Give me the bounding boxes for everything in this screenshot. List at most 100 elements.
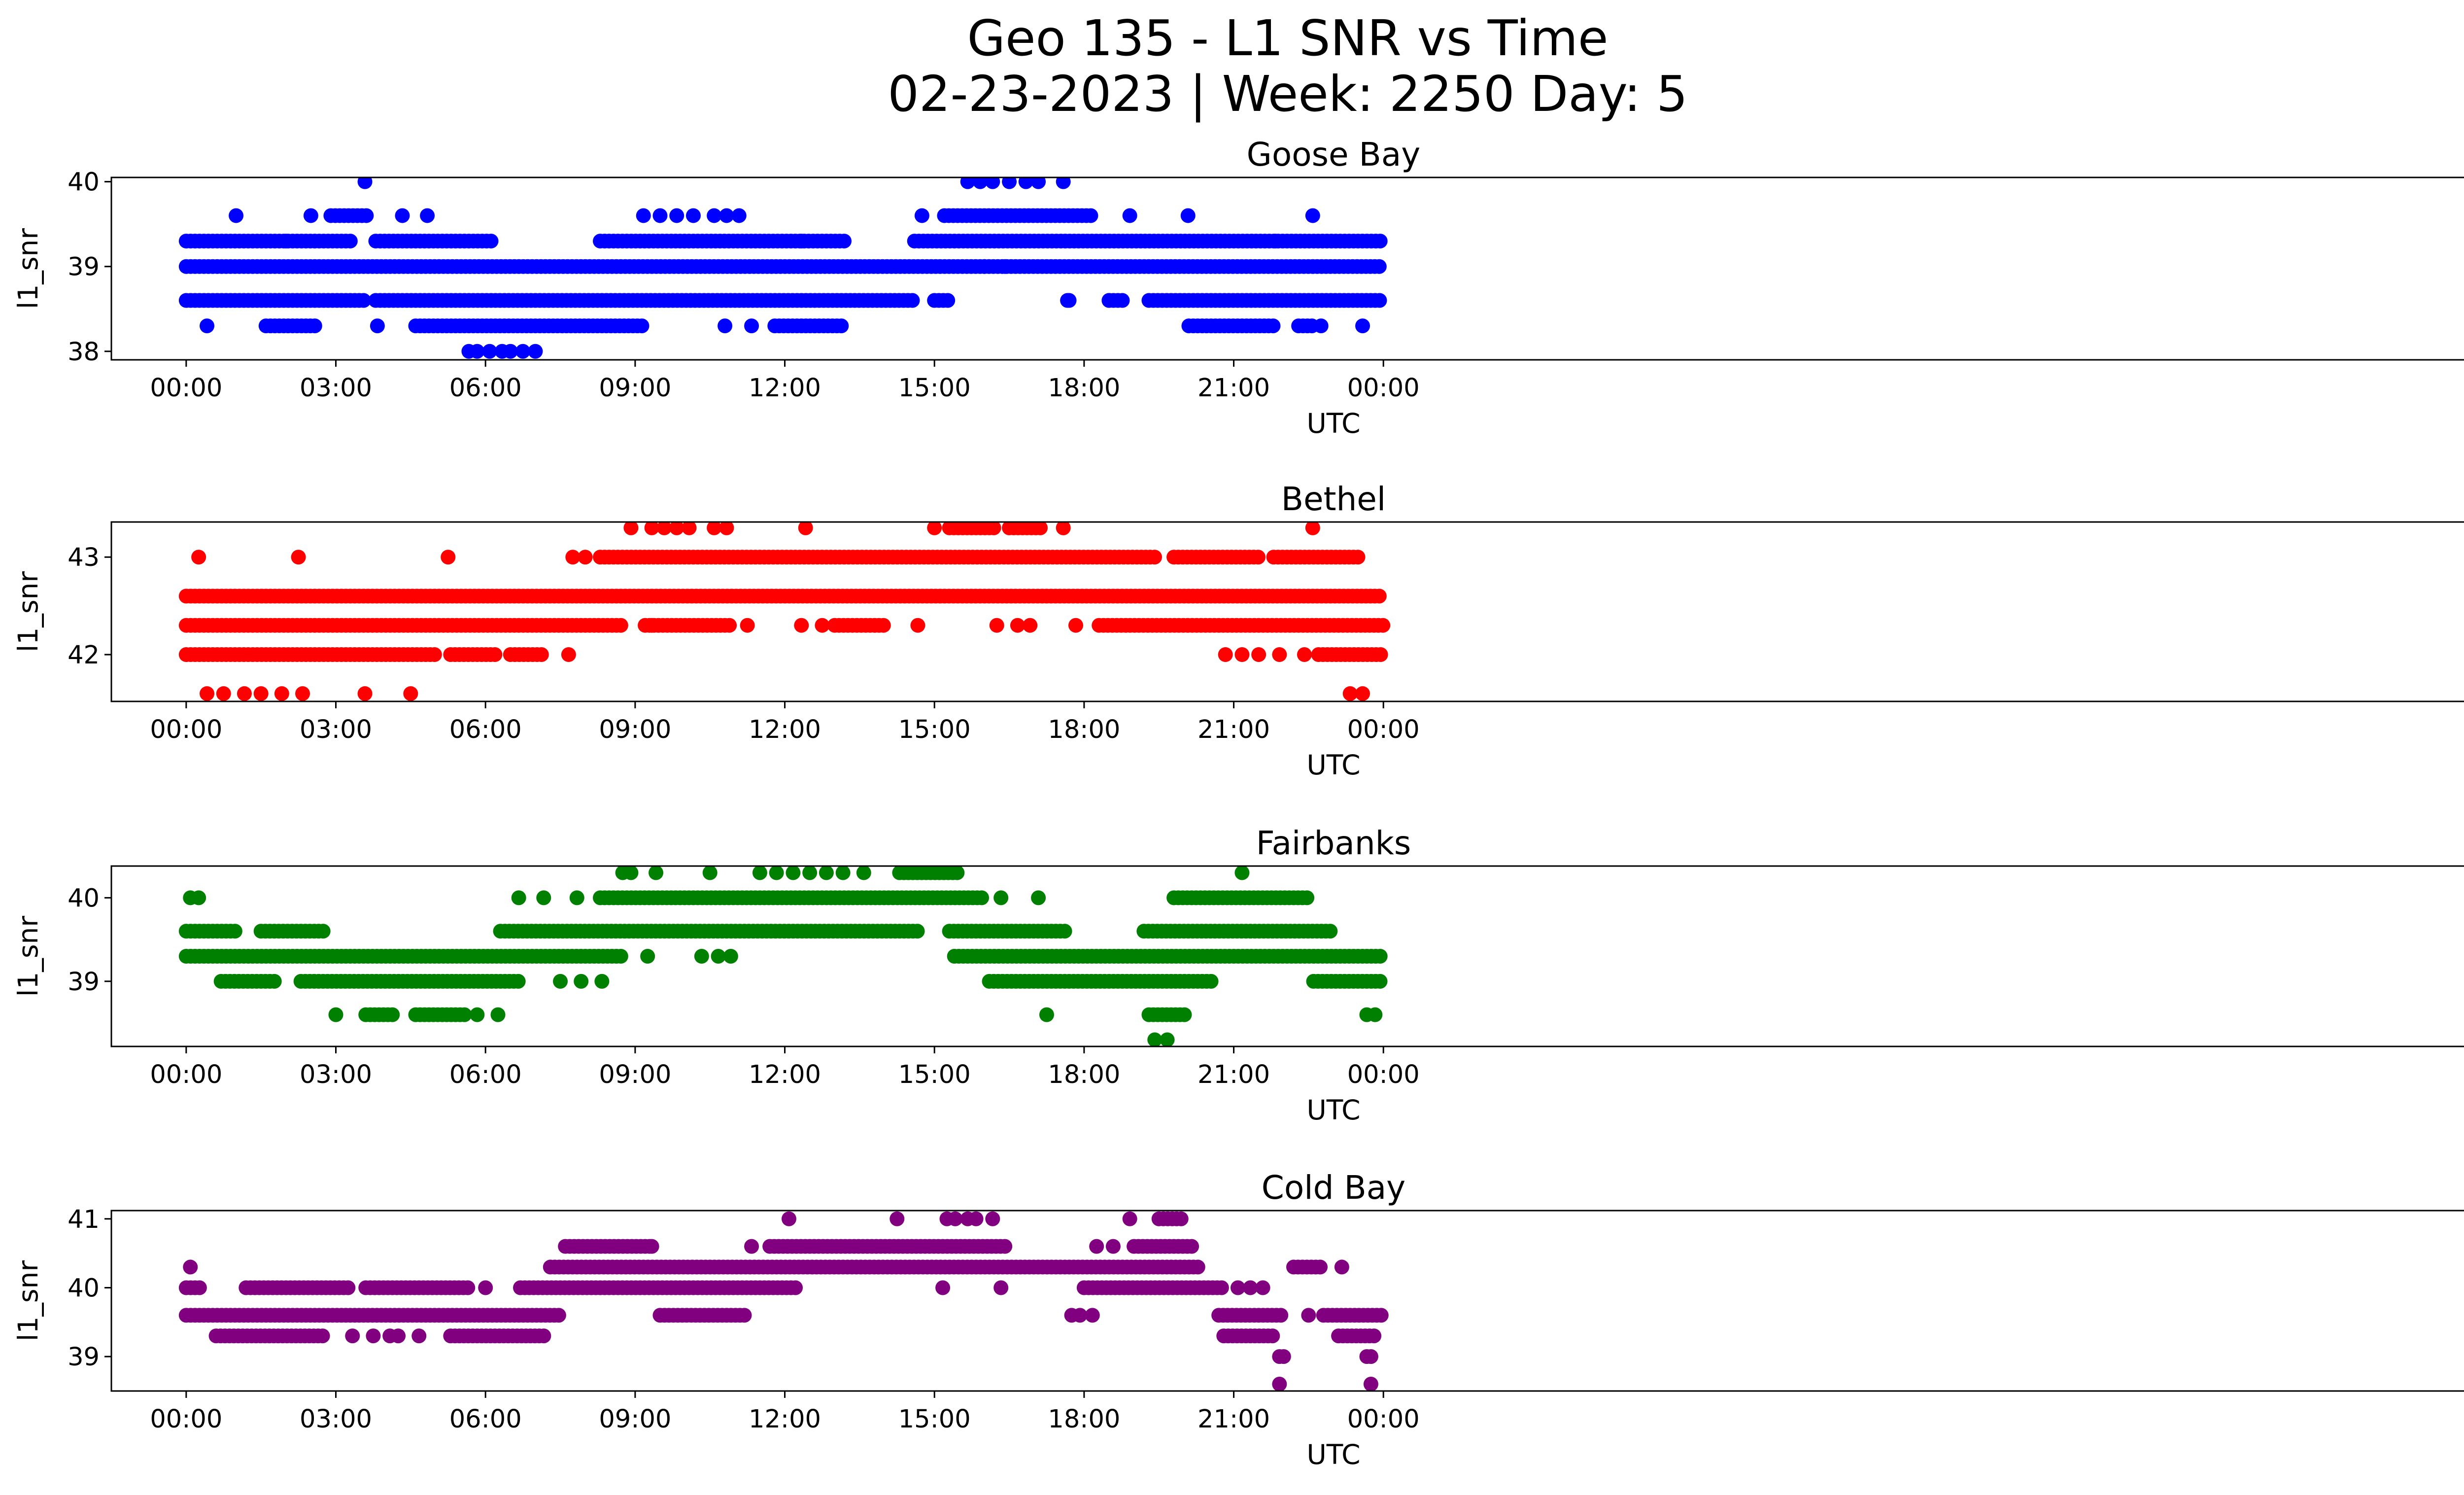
data-point (483, 234, 499, 249)
data-point (328, 1007, 343, 1022)
x-tick-label: 06:00 (449, 715, 522, 744)
x-axis-label: UTC (1306, 1439, 1360, 1470)
data-point (656, 522, 672, 535)
data-point (1323, 924, 1338, 939)
data-point (718, 318, 733, 334)
data-point (395, 208, 410, 223)
panel-goose-bay: Goose Bay 00:00 03:00 06:00 09:00 12:00 15:00 1… (12, 136, 2464, 439)
x-tick-label: 09:00 (599, 374, 671, 403)
x-tick-label: 18:00 (1048, 715, 1120, 744)
data-points (178, 177, 1388, 359)
data-point (769, 866, 784, 880)
data-point (1305, 208, 1320, 223)
data-point (702, 866, 718, 880)
data-point (890, 1211, 905, 1226)
x-tick-label: 06:00 (449, 1405, 522, 1434)
data-point (357, 686, 373, 701)
data-point (1300, 890, 1315, 905)
y-tick-label: 39 (68, 968, 100, 997)
axes-frame (110, 176, 2464, 361)
x-tick-label: 15:00 (898, 1060, 971, 1089)
x-tick-label: 00:00 (150, 374, 222, 403)
y-tick-label: 40 (68, 1274, 100, 1303)
data-point (649, 866, 664, 880)
data-point (1010, 618, 1025, 633)
data-point (1122, 1211, 1137, 1226)
data-point (740, 618, 755, 633)
x-tick-label: 12:00 (749, 715, 821, 744)
x-tick-label: 06:00 (449, 1060, 522, 1089)
axes-frame (110, 865, 2464, 1047)
data-points (178, 866, 1388, 1046)
data-point (802, 866, 818, 880)
y-tick-label: 39 (68, 253, 100, 282)
data-point (719, 208, 734, 223)
data-point (731, 208, 747, 223)
data-point (669, 522, 684, 535)
data-point (370, 318, 385, 334)
data-point (993, 1280, 1009, 1295)
x-tick-label: 18:00 (1048, 1405, 1120, 1434)
data-point (1147, 550, 1162, 565)
data-point (1234, 647, 1250, 662)
data-point (613, 949, 628, 964)
data-point (515, 344, 531, 359)
x-tick-label: 21:00 (1198, 374, 1270, 403)
figure-title-line2: 02-23-2023 | Week: 2250 Day: 5 (888, 65, 1687, 123)
data-point (1276, 1349, 1291, 1364)
data-point (511, 973, 526, 989)
data-point (682, 522, 697, 535)
data-point (752, 866, 767, 880)
data-point (534, 647, 549, 662)
x-tick-label: 15:00 (898, 374, 971, 403)
data-point (291, 550, 306, 565)
x-tick-label: 21:00 (1198, 1060, 1270, 1089)
data-point (640, 949, 655, 964)
data-point (723, 949, 738, 964)
panel-cold-bay: Cold Bay 00:00 03:00 06:00 09:00 12:00 15:00 18… (12, 1169, 2464, 1470)
data-point (1342, 686, 1358, 701)
data-point (707, 208, 722, 223)
data-point (644, 618, 659, 633)
data-point (1085, 1308, 1100, 1323)
data-point (460, 1280, 476, 1295)
x-tick-label: 15:00 (898, 715, 971, 744)
data-point (1363, 1377, 1378, 1391)
data-point (644, 522, 659, 535)
x-tick-label: 00:00 (150, 1060, 222, 1089)
data-point (1218, 647, 1233, 662)
data-point (876, 618, 891, 633)
data-point (253, 686, 269, 701)
data-point (977, 259, 992, 274)
data-point (356, 293, 371, 308)
data-point (594, 973, 610, 989)
axes-frame (110, 521, 2464, 702)
data-point (1371, 259, 1387, 274)
data-point (856, 866, 871, 880)
data-point (1002, 177, 1017, 189)
data-point (719, 522, 734, 535)
data-point (511, 890, 526, 905)
data-point (227, 924, 242, 939)
x-tick-label: 18:00 (1048, 1060, 1120, 1089)
data-point (1350, 550, 1366, 565)
x-tick-label: 12:00 (749, 1405, 821, 1434)
panel-title: Goose Bay (1247, 136, 1421, 174)
data-point (652, 208, 668, 223)
data-point (1355, 318, 1370, 334)
data-point (1083, 208, 1098, 223)
data-point (935, 1280, 951, 1295)
data-point (1023, 618, 1038, 633)
x-tick-label: 00:00 (1347, 1060, 1420, 1089)
data-point (1147, 1032, 1163, 1046)
x-tick-label: 09:00 (599, 715, 671, 744)
y-tick-label: 39 (68, 1343, 100, 1372)
data-point (644, 1239, 659, 1254)
data-point (1273, 1308, 1289, 1323)
data-point (536, 1328, 551, 1344)
data-point (835, 866, 851, 880)
data-point (1039, 1007, 1054, 1022)
data-point (1272, 647, 1287, 662)
data-point (1313, 318, 1329, 334)
y-axis-label: l1_snr (12, 1260, 44, 1341)
